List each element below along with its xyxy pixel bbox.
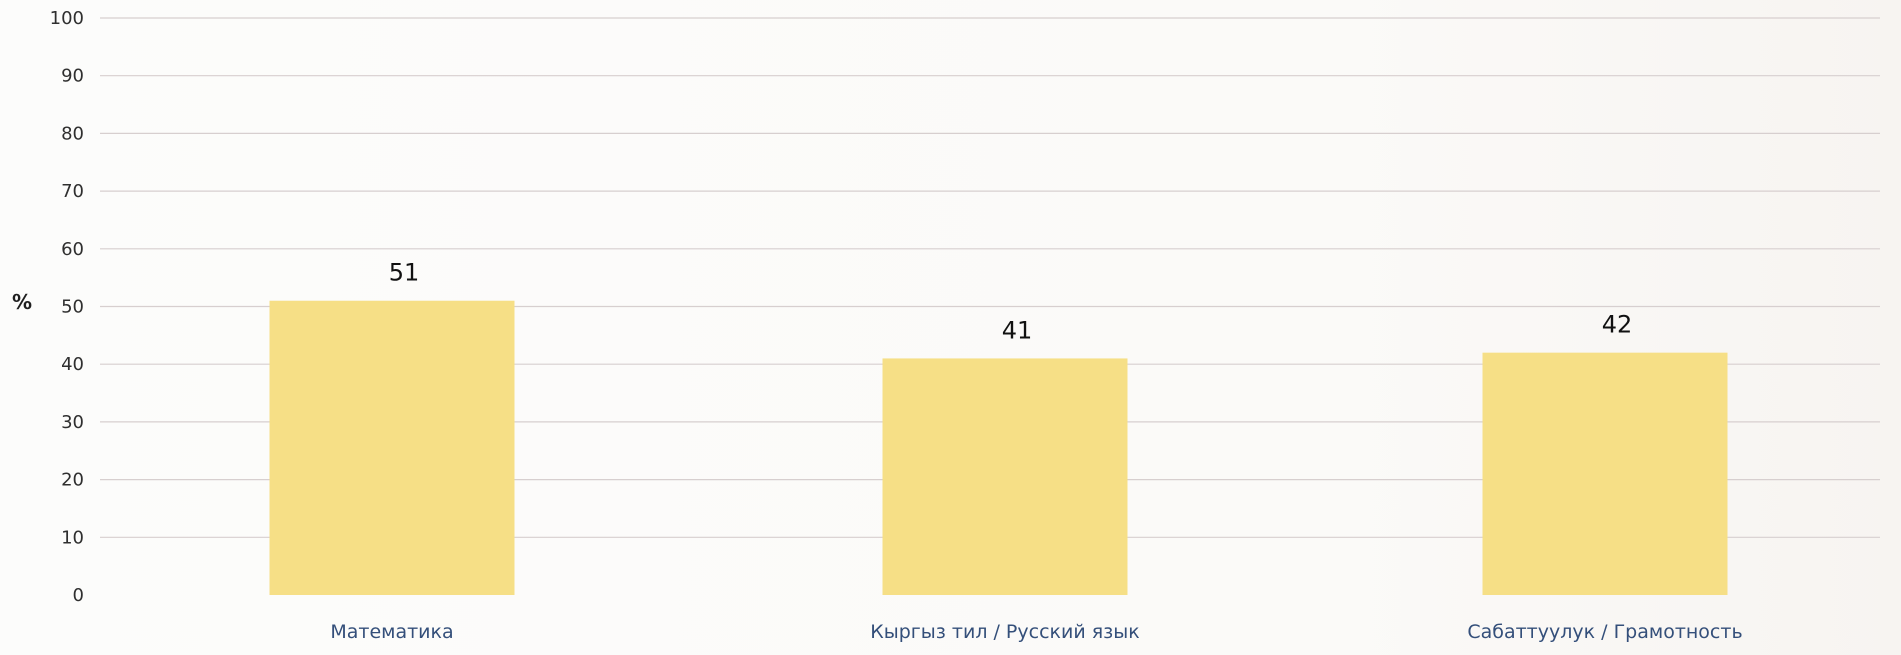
category-label-1: Математика <box>330 621 453 643</box>
category-label-3: Сабаттуулук / Грамотность <box>1467 621 1742 643</box>
bar-2 <box>882 358 1128 595</box>
bar-value-label-1: 51 <box>389 259 420 287</box>
y-tick-label-10: 10 <box>61 527 84 548</box>
y-axis-label: % <box>12 290 32 314</box>
bar-value-label-2: 41 <box>1002 316 1033 344</box>
category-labels: Математика Кыргыз тил / Русский язык Сабат… <box>330 621 1742 643</box>
y-tick-label-0: 0 <box>73 585 84 606</box>
y-tick-label-60: 60 <box>61 239 84 260</box>
y-tick-label-80: 80 <box>61 123 84 144</box>
y-tick-label-20: 20 <box>61 470 84 491</box>
data-labels: 51 41 42 <box>389 259 1633 345</box>
bar-value-label-3: 42 <box>1602 311 1633 339</box>
y-tick-label-90: 90 <box>61 66 84 87</box>
y-tick-label-40: 40 <box>61 354 84 375</box>
bar-3 <box>1482 352 1728 595</box>
bar-1 <box>269 300 515 595</box>
y-tick-label-100: 100 <box>50 8 84 29</box>
y-axis: % 0 10 20 30 40 50 60 70 80 90 100 <box>12 8 84 606</box>
y-tick-label-30: 30 <box>61 412 84 433</box>
category-label-2: Кыргыз тил / Русский язык <box>870 621 1140 643</box>
y-tick-label-50: 50 <box>61 297 84 318</box>
y-tick-label-70: 70 <box>61 181 84 202</box>
bars <box>269 300 1728 595</box>
